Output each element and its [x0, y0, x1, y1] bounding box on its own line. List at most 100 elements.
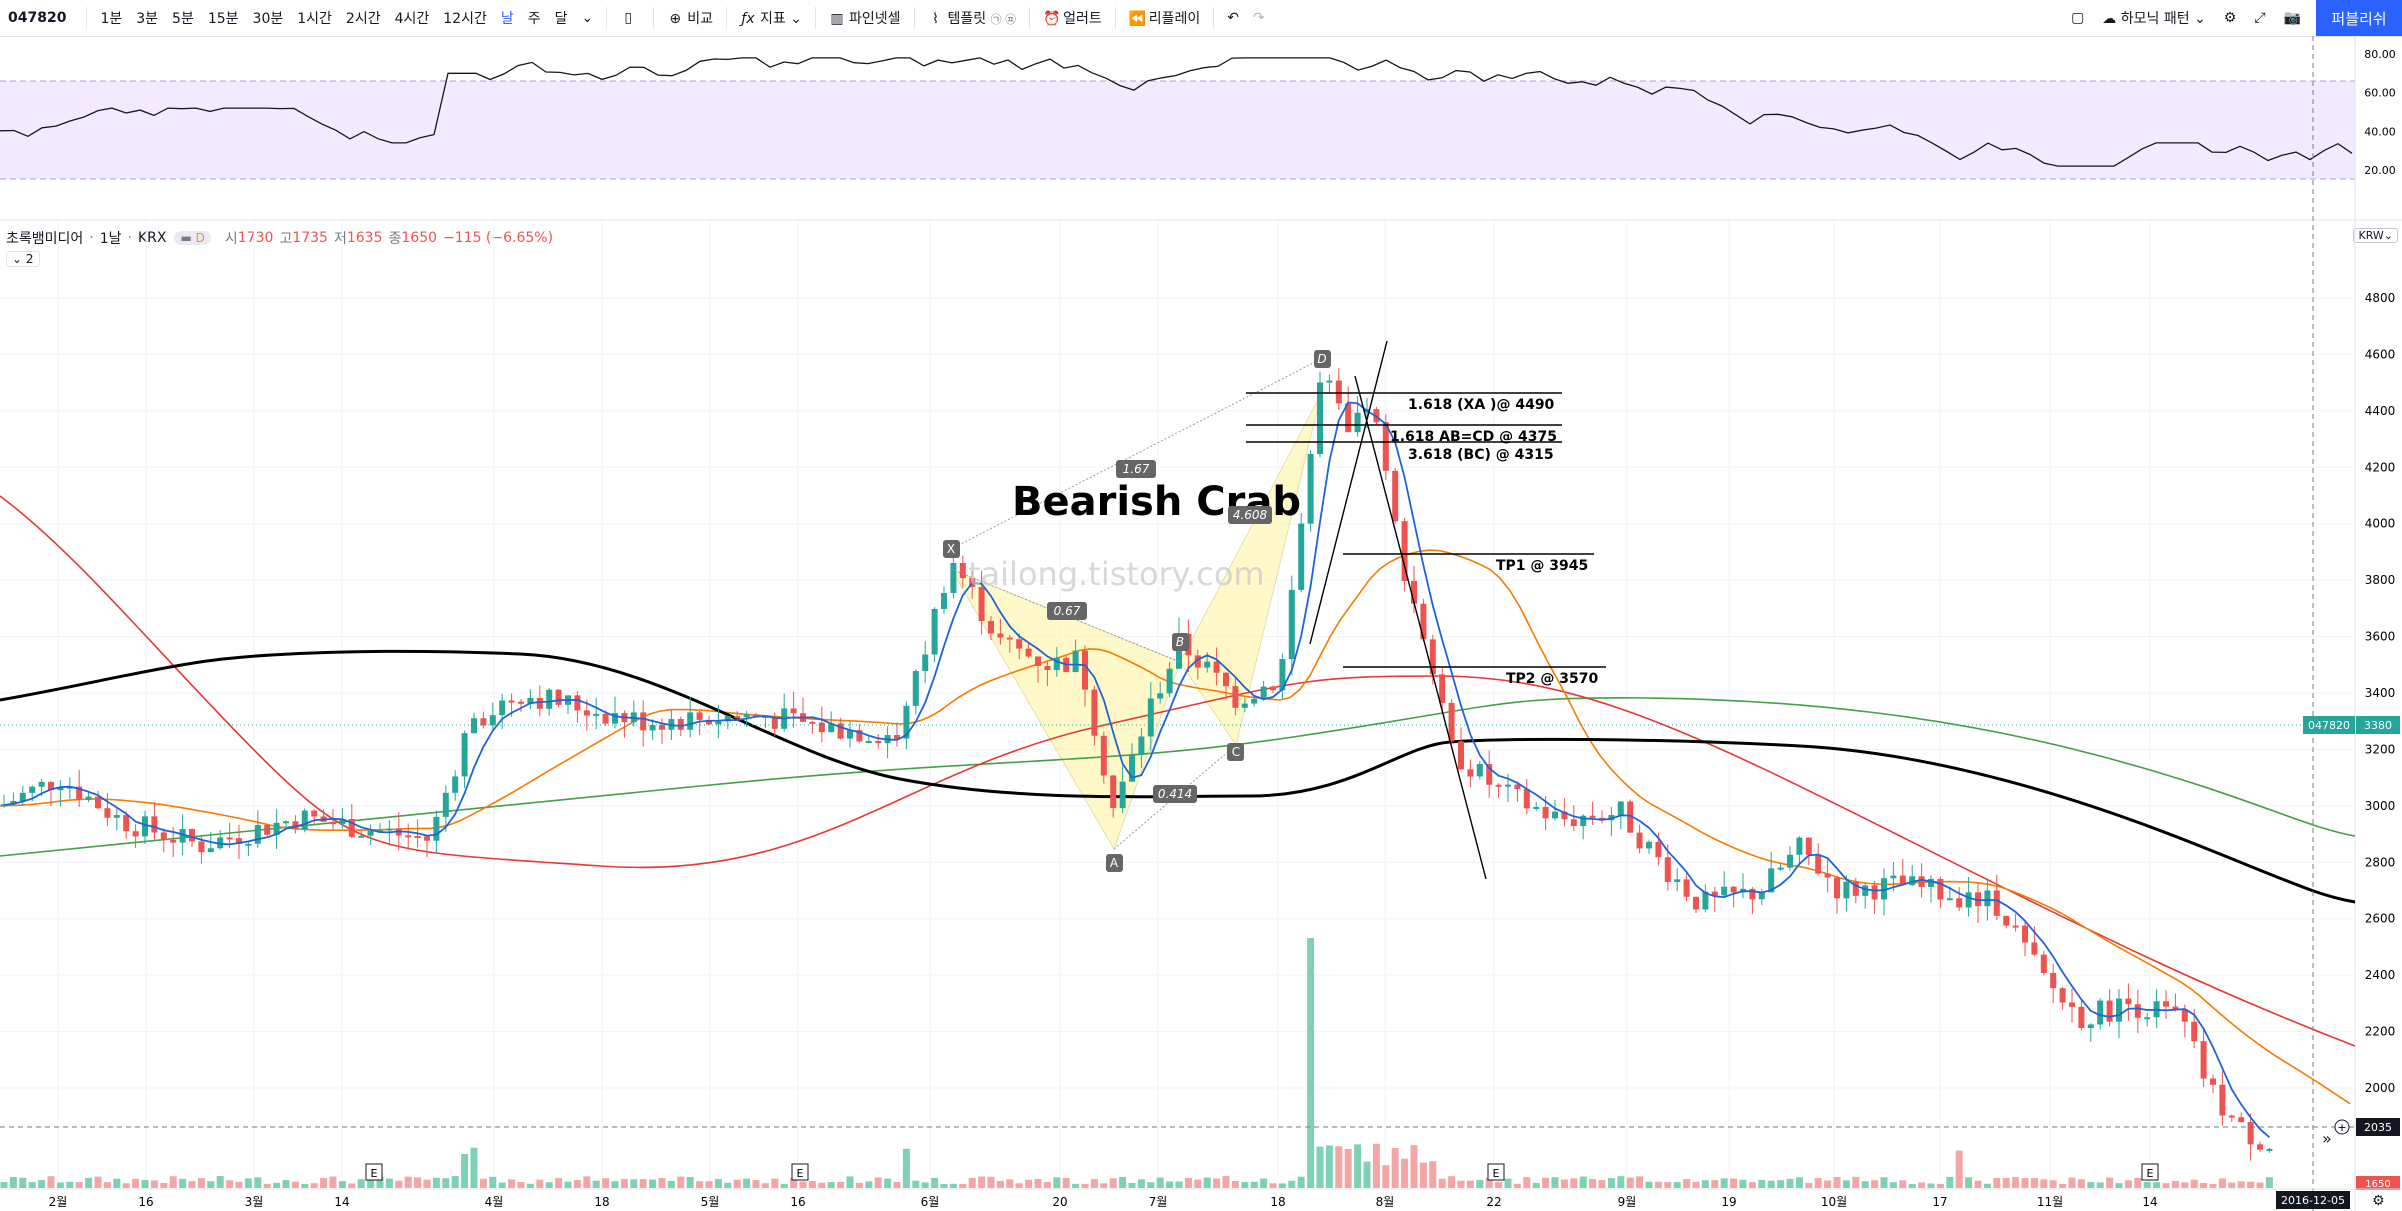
harmonic-pattern-button[interactable]: ☁ 하모닉 패턴 ⌄ [2093, 8, 2215, 28]
trend-line-1[interactable] [1309, 340, 1388, 645]
pine-button[interactable]: ▥ 파인넷셀 [822, 8, 908, 28]
candle-body [2163, 1001, 2169, 1007]
layout-button[interactable]: ▢ [2062, 10, 2093, 26]
change-value: −115 (−6.65%) [443, 230, 554, 246]
earnings-marker[interactable]: E [2141, 1163, 2159, 1181]
volume-bar [874, 1177, 882, 1188]
collapse-indicators-button[interactable]: ⌄ 2 [6, 251, 40, 267]
candle-body [1834, 877, 1840, 899]
earnings-marker[interactable]: E [1487, 1163, 1505, 1181]
volume-bar [94, 1176, 102, 1188]
interval-0[interactable]: 1분 [100, 11, 123, 27]
scroll-to-realtime-button[interactable]: » [2322, 1129, 2332, 1148]
interval-dropdown-icon[interactable]: ⌄ [581, 10, 594, 26]
svg-text:D: D [1317, 352, 1326, 366]
candle-body [452, 776, 459, 793]
interval-1[interactable]: 3분 [136, 11, 159, 27]
candle-body [10, 800, 17, 805]
replay-button[interactable]: ⏪ 리플레이 [1122, 8, 1208, 28]
candle-body [2031, 942, 2038, 955]
point-a[interactable]: A [1106, 854, 1123, 872]
price-tick: 2400 [2365, 968, 2396, 982]
candle-body [1523, 789, 1530, 809]
candle-body [1317, 382, 1323, 455]
volume-bar [658, 1178, 666, 1188]
candle-body [950, 562, 957, 593]
interval-6[interactable]: 2시간 [345, 11, 381, 27]
volume-bar [686, 1177, 694, 1188]
time-tick: 14 [2142, 1195, 2157, 1209]
time-tick: 9월 [1618, 1195, 1637, 1209]
volume-bar [545, 1182, 553, 1188]
alert-button[interactable]: ⏰ 얼러트 [1036, 8, 1109, 28]
fullscreen-button[interactable]: ⤢ [2245, 10, 2274, 26]
price-tick: 3800 [2365, 573, 2396, 587]
volume-bar [320, 1177, 328, 1188]
price-axis[interactable]: 4800 4600 4400 4200 4000 3800 3600 3400 3200 3000… [2365, 291, 2396, 1095]
volume-bar [573, 1180, 581, 1188]
chart-settings-gear-icon[interactable]: ⚙ [2372, 1193, 2385, 1209]
volume-bar [1758, 1179, 1766, 1188]
candle-body [1307, 454, 1314, 524]
volume-bar [348, 1183, 356, 1188]
trend-line-2[interactable] [1354, 375, 1487, 880]
templates-button[interactable]: ⌇ 템플릿 ㉠ ㉬ [921, 8, 1024, 28]
point-c[interactable]: C [1227, 743, 1244, 761]
volume-bar [1194, 1179, 1202, 1188]
symbol-search[interactable]: 047820 [8, 10, 67, 26]
toolbar-divider [606, 7, 608, 29]
interval-11[interactable]: 달 [554, 11, 568, 27]
volume-bar [432, 1177, 440, 1188]
legend-exchange: KRX [137, 230, 167, 246]
earnings-marker[interactable]: E [791, 1163, 809, 1181]
volume-bar [461, 1153, 469, 1188]
price-tick: 2600 [2365, 912, 2396, 926]
candle-body [1176, 633, 1182, 669]
point-d[interactable]: D [1314, 350, 1331, 368]
pine-label: 파인넷셀 [848, 11, 901, 27]
undo-button[interactable]: ↶ [1220, 10, 1246, 26]
candle-body [1448, 702, 1455, 742]
interval-7[interactable]: 4시간 [394, 11, 430, 27]
volume-bar [2021, 1178, 2029, 1188]
publish-button[interactable]: 퍼블리쉬 [2316, 0, 2402, 36]
candle-body [1702, 891, 1709, 910]
candle-body [2134, 1004, 2141, 1018]
volume-bar [1495, 1181, 1503, 1188]
point-b[interactable]: B [1172, 633, 1189, 651]
volume-bar [517, 1181, 525, 1188]
indicators-button[interactable]: ƒx 지표 ⌄ [733, 8, 809, 28]
candle-body [1053, 657, 1060, 671]
interval-3[interactable]: 15분 [207, 11, 239, 27]
candle-body [2106, 1000, 2113, 1022]
volume-bar [705, 1181, 713, 1188]
redo-button[interactable]: ↷ [1246, 10, 1272, 26]
earnings-marker[interactable]: E [365, 1163, 383, 1181]
interval-5[interactable]: 1시간 [297, 11, 332, 27]
candle-body [1279, 659, 1286, 691]
interval-4[interactable]: 30분 [252, 11, 284, 27]
settings-button[interactable]: ⚙ [2215, 10, 2246, 26]
candle-body [348, 818, 355, 837]
cloud-icon: ☁ [2102, 11, 2117, 27]
time-tick: 18 [594, 1195, 609, 1209]
interval-8[interactable]: 12시간 [443, 11, 487, 27]
interval-10[interactable]: 주 [527, 11, 541, 27]
compare-button[interactable]: ⊕ 비교 [660, 8, 720, 28]
legend-name[interactable]: 초록뱀미디어 [6, 231, 84, 247]
point-x[interactable]: X [943, 540, 960, 558]
currency-selector[interactable]: KRW⌄ [2353, 228, 2398, 243]
candle-body [527, 697, 534, 704]
interval-2[interactable]: 5분 [172, 11, 194, 27]
volume-bar [1767, 1180, 1775, 1188]
volume-bars [0, 938, 2273, 1188]
time-tick: 14 [334, 1195, 349, 1209]
interval-9[interactable]: 날 [500, 11, 514, 27]
candle-type-button[interactable]: ▯ [613, 10, 647, 26]
candle-body [1025, 648, 1032, 657]
candle-body [988, 621, 994, 634]
chart-canvas[interactable]: 80.00 60.00 40.00 20.00 1.618 (XA )@ 4490 1… [0, 36, 2402, 1211]
snapshot-button[interactable]: 📷 [2275, 10, 2310, 26]
time-axis[interactable]: 2월 16 3월 14 4월 18 5월 16 6월 20 7월 18 8월 22 9월 19 10월 17 11월… [49, 1195, 2158, 1209]
